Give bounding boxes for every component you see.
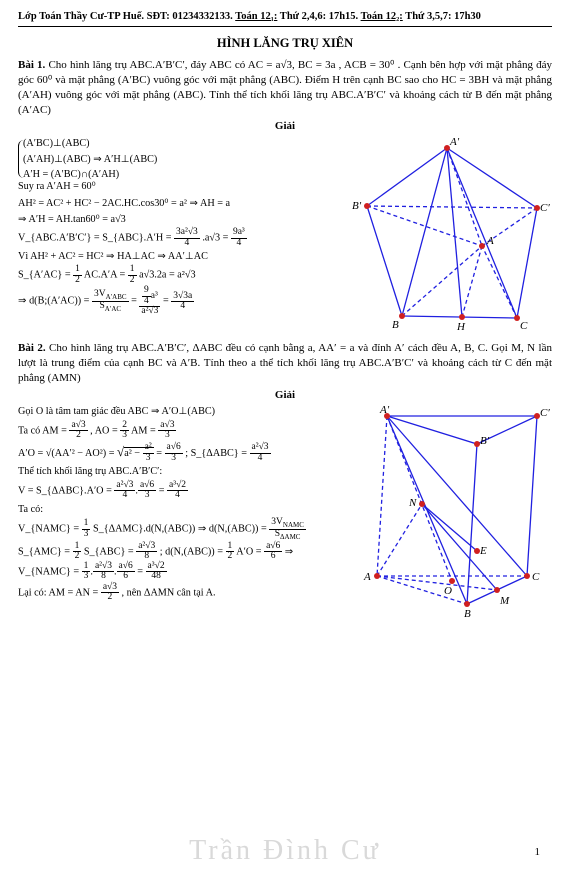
s1l7: V_{ABC.A′B′C′} = S_{ABC}.A′H = 3a²√34 .a… (18, 228, 339, 248)
page-number: 1 (535, 845, 541, 860)
s2l5: V = S_{ΔABC}.A′O = a²√34.a√63 = a³√24 (18, 481, 344, 501)
s2l5b: = (159, 485, 167, 496)
s1l10b: = (163, 296, 171, 307)
s1l6: ⇒ A′H = AH.tan60⁰ = a√3 (18, 212, 339, 227)
fig2-M: M (499, 595, 510, 607)
s2l8a: S_{AMC} = (18, 546, 73, 557)
s1l7b: .a√3 = (202, 232, 231, 243)
s2l5a: V = S_{ΔABC}.A′O = (18, 485, 114, 496)
fig1-C: C (520, 320, 528, 332)
page-header: Lớp Toán Thầy Cư-TP Huế. SĐT: 0123433213… (18, 10, 552, 24)
fig2-C: C (532, 571, 540, 583)
problem-2-label: Bài 2. (18, 342, 46, 354)
problem-2: Bài 2. Cho hình lăng trụ ABC.A′B′C′, ΔAB… (18, 341, 552, 386)
s1l7a: V_{ABC.A′B′C′} = S_{ABC}.A′H = (18, 232, 174, 243)
s1l10: ⇒ d(B;(A′AC)) = 3VA′ABCSA′AC = 94a³a²√3 … (18, 286, 339, 317)
schedule-b: Thứ 3,5,7: 17h30 (403, 11, 481, 22)
problem-1-text: Cho hình lăng trụ ABC.A′B′C′, đáy ABC có… (18, 59, 552, 116)
s2l7a: V_{NAMC} = (18, 524, 82, 535)
header-left: Lớp Toán Thầy Cư-TP Huế. SĐT: 0123433213… (18, 11, 233, 22)
s2l8f: = (137, 566, 145, 577)
fig2-O: O (444, 585, 452, 597)
schedule-b-label: Toán 12₂: (361, 11, 403, 22)
figure-1: A′ B′ C′ A B C H (347, 136, 552, 341)
s1l8: Vì AH² + AC² = HC² ⇒ HA⊥AC ⇒ AA′⊥AC (18, 249, 339, 264)
s2l4: Thể tích khối lăng trụ ABC.A′B′C′: (18, 464, 344, 479)
figure-2: A′ B′ C′ A B C M N O E (352, 404, 552, 634)
solution-1: (A′BC)⊥(ABC) (A′AH)⊥(ABC) ⇒ A′H⊥(ABC) A′… (18, 136, 552, 341)
fig1-H: H (456, 321, 466, 333)
s2l2a: Ta có AM = (18, 425, 69, 436)
fig1-A: A (486, 235, 494, 247)
footer-watermark: Trần Đình Cư (0, 832, 570, 870)
s2l8c: ; d(N,(ABC)) = (160, 546, 226, 557)
s2l7b: S_{ΔAMC}.d(N,(ABC)) ⇒ d(N,(ABC)) = (93, 524, 269, 535)
fig1-Cp: C′ (540, 202, 550, 214)
header-rule (18, 26, 552, 27)
s2l3a: A′O = √(AA′² − AO²) = (18, 448, 117, 459)
fig1-Bp: B′ (352, 200, 362, 212)
s1l9: S_{A′AC} = 12 AC.A′A = 12 a√3.2a = a²√3 (18, 265, 339, 285)
s2l8d: A′O = (236, 546, 264, 557)
problem-1-label: Bài 1. (18, 59, 45, 71)
solution-2: Gọi O là tâm tam giác đều ABC ⇒ A′O⊥(ABC… (18, 404, 552, 634)
s2l2b: , AO = (90, 425, 120, 436)
fig1-Ap: A′ (449, 136, 460, 148)
s2l8b: S_{ABC} = (84, 546, 136, 557)
s2l1: Gọi O là tâm tam giác đều ABC ⇒ A′O⊥(ABC… (18, 404, 344, 419)
s2l2c: AM = (131, 425, 158, 436)
s2l9b: , nên ΔAMN cân tại A. (122, 587, 216, 598)
fig2-Cp: C′ (540, 407, 550, 419)
schedule-a-label: Toán 12₁: (235, 11, 277, 22)
giai-1: Giải (18, 119, 552, 134)
s1l10a: ⇒ d(B;(A′AC)) = (18, 296, 92, 307)
problem-1: Bài 1. Cho hình lăng trụ ABC.A′B′C′, đáy… (18, 58, 552, 117)
s1l1: (A′BC)⊥(ABC) (23, 136, 157, 151)
problem-2-text: Cho hình lăng trụ ABC.A′B′C′, ΔABC đều c… (18, 342, 552, 384)
fig2-E: E (479, 545, 487, 557)
s1l9a: S_{A′AC} = (18, 270, 73, 281)
s1l2: (A′AH)⊥(ABC) ⇒ A′H⊥(ABC) (23, 152, 157, 167)
s1l4: Suy ra A′AH = 60⁰ (18, 179, 339, 194)
fig2-Bp: B′ (480, 435, 490, 447)
fig2-B: B (464, 608, 471, 620)
giai-2: Giải (18, 388, 552, 403)
s1l9c: a√3.2a = a²√3 (139, 270, 195, 281)
fig2-N: N (408, 497, 417, 509)
s2l7: V_{NAMC} = 13 S_{ΔAMC}.d(N,(ABC)) ⇒ d(N,… (18, 518, 344, 541)
solution-2-text: Gọi O là tâm tam giác đều ABC ⇒ A′O⊥(ABC… (18, 404, 344, 634)
s2l9a: Lại có: AM = AN = (18, 587, 101, 598)
solution-1-text: (A′BC)⊥(ABC) (A′AH)⊥(ABC) ⇒ A′H⊥(ABC) A′… (18, 136, 339, 341)
s2l2: Ta có AM = a√32 , AO = 23 AM = a√33 (18, 421, 344, 441)
s2l9: Lại có: AM = AN = a√32 , nên ΔAMN cân tạ… (18, 583, 344, 603)
fig2-Ap: A′ (379, 404, 390, 416)
fig1-B: B (392, 319, 399, 331)
s2l3: A′O = √(AA′² − AO²) = √a² − a²3 = a√63 ;… (18, 442, 344, 464)
s2l6: Ta có: (18, 502, 344, 517)
page-title: HÌNH LĂNG TRỤ XIÊN (18, 35, 552, 52)
s2l8: S_{AMC} = 12 S_{ABC} = a²√38 ; d(N,(ABC)… (18, 542, 344, 582)
s2l3b: ; S_{ΔABC} = (185, 448, 249, 459)
s1l5: AH² = AC² + HC² − 2AC.HC.cos30⁰ = a² ⇒ A… (18, 196, 339, 211)
s1l9b: AC.A′A = (84, 270, 128, 281)
schedule-a: Thứ 2,4,6: 17h15. (277, 11, 360, 22)
fig2-A: A (363, 571, 371, 583)
